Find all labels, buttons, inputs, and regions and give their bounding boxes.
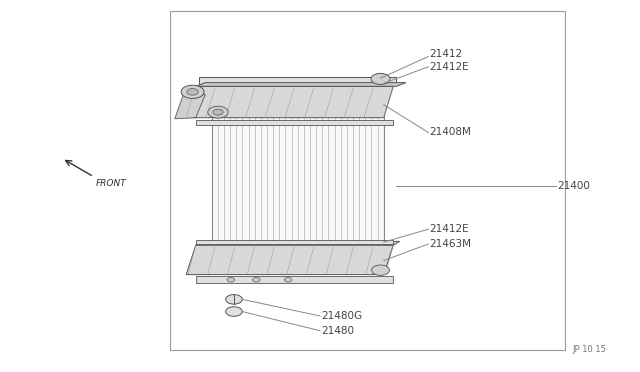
Circle shape [252,278,260,282]
Circle shape [226,295,243,304]
Text: 21480: 21480 [321,326,355,336]
Circle shape [181,85,204,99]
Polygon shape [196,241,399,245]
Polygon shape [212,90,384,267]
Text: 21480G: 21480G [321,311,362,321]
Polygon shape [196,276,394,283]
Circle shape [226,307,243,316]
Bar [170,11,565,350]
Circle shape [213,109,223,115]
Polygon shape [186,245,394,275]
Polygon shape [196,119,394,125]
Polygon shape [175,94,205,119]
Polygon shape [199,77,396,84]
Circle shape [208,106,228,118]
Polygon shape [186,86,394,118]
Text: 21412: 21412 [429,49,463,59]
Circle shape [187,89,198,95]
Circle shape [371,73,390,84]
Text: JP 10 15: JP 10 15 [573,345,607,354]
Text: 21408M: 21408M [429,128,472,138]
Text: 21463M: 21463M [429,239,472,249]
Text: FRONT: FRONT [96,179,127,188]
Text: 21412E: 21412E [429,62,469,72]
Text: 21412E: 21412E [429,224,469,234]
Circle shape [227,278,235,282]
Circle shape [372,265,390,275]
Polygon shape [196,83,406,86]
Circle shape [284,278,292,282]
Polygon shape [196,240,394,244]
Text: 21400: 21400 [557,181,591,191]
